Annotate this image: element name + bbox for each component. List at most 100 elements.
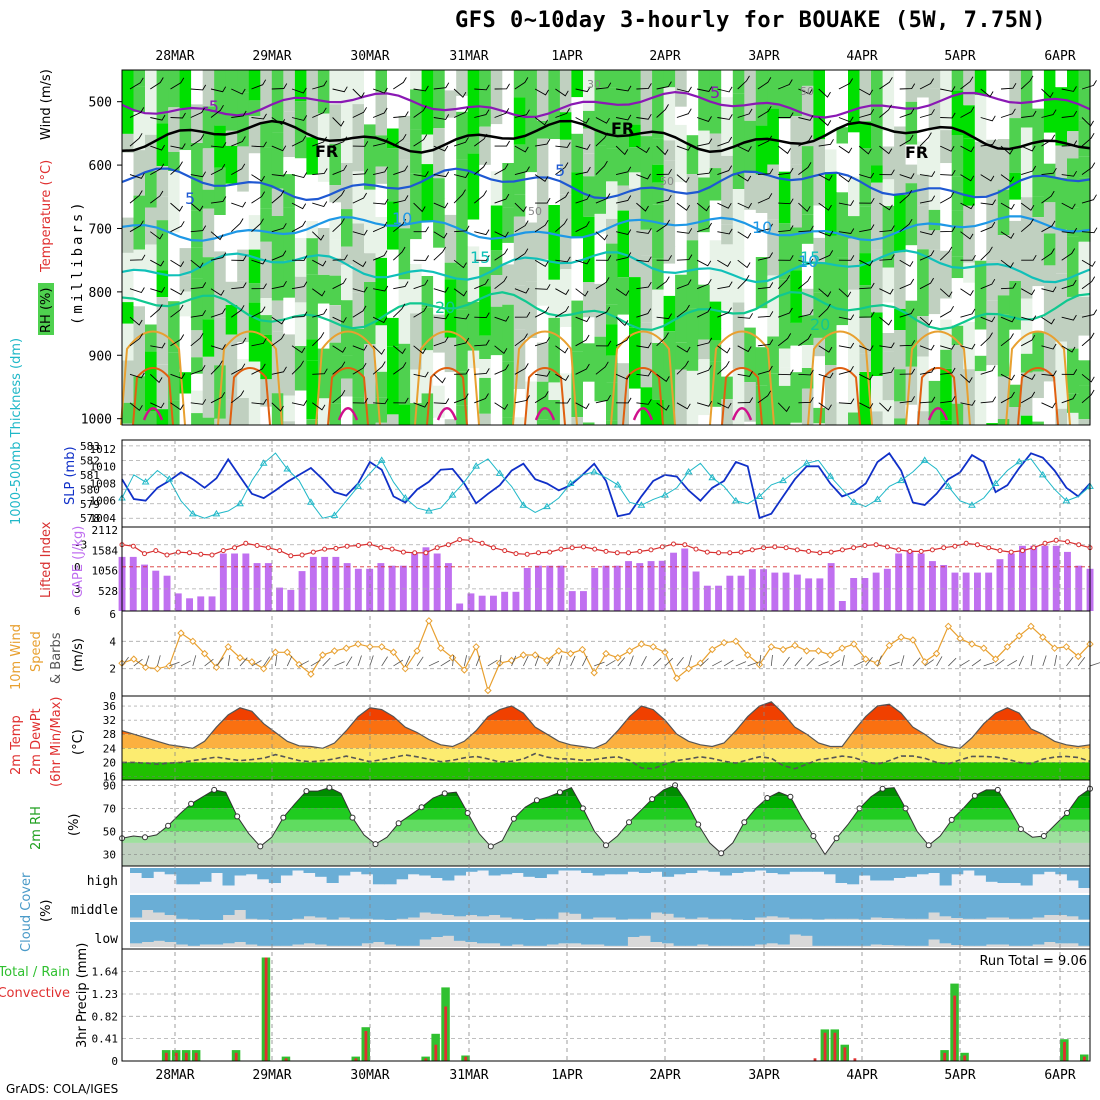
- wind-barb: [251, 660, 262, 667]
- wind-barb: [717, 202, 732, 209]
- rh-shading-cell: [675, 274, 688, 343]
- cloud-cover-cell: [280, 922, 293, 946]
- wind-barb: [757, 193, 773, 204]
- thickness-point: [873, 495, 882, 502]
- cloud-cover-cell: [396, 868, 409, 880]
- rh-shading-cell: [1020, 415, 1033, 425]
- rh-shading-cell: [686, 240, 699, 309]
- rh-shading-cell: [663, 140, 676, 161]
- lifted-index-point: [682, 542, 688, 548]
- lifted-index-point: [1065, 539, 1070, 545]
- cloud-cover-cell: [777, 895, 790, 918]
- contour-label: 50: [800, 85, 814, 98]
- cloud-cover-cell: [708, 922, 721, 946]
- rh-shading-cell: [329, 202, 342, 220]
- wind-barb: [381, 656, 388, 667]
- cape-tick-label: 528: [98, 585, 118, 598]
- wind-barb: [656, 145, 669, 156]
- wind-barb: [757, 282, 774, 290]
- wind-barb: [664, 657, 674, 667]
- wind-barb: [150, 144, 165, 151]
- lifted-index-point: [974, 542, 980, 548]
- rh-shading-cell: [341, 163, 354, 210]
- cloud-cover-cell: [500, 895, 513, 918]
- wind-barb: [899, 259, 914, 267]
- cloud-cover-cell: [199, 868, 212, 882]
- rh-shading-cell: [882, 351, 895, 401]
- rh-shading-cell: [536, 342, 549, 382]
- rh-shading-cell: [629, 388, 642, 425]
- rh-shading-cell: [801, 85, 814, 147]
- cloud-cover-cell: [1066, 922, 1079, 944]
- rh-point: [234, 813, 241, 820]
- rh-point: [188, 800, 195, 807]
- wind-speed-point: [956, 634, 964, 643]
- rh-shading-cell: [951, 210, 964, 257]
- wind-barb: [656, 168, 672, 176]
- thickness-point: [944, 482, 953, 489]
- wind-barb: [312, 308, 328, 318]
- wind-barb: [778, 369, 794, 376]
- rh-tick-label: 70: [103, 802, 116, 815]
- rh-shading-cell: [502, 264, 515, 305]
- wind-barb: [960, 343, 976, 350]
- wind-barb: [717, 307, 732, 318]
- wind-barb: [433, 82, 450, 90]
- wind-speed-point: [543, 656, 551, 665]
- cloud-cover-cell: [708, 868, 721, 872]
- rh-shading-cell: [767, 108, 780, 165]
- wind-barb: [636, 256, 652, 263]
- cape-bar: [737, 575, 745, 611]
- wind-speed-point: [177, 629, 185, 637]
- cloud-cover-cell: [257, 895, 270, 920]
- cloud-cover-cell: [164, 868, 177, 875]
- wind-barb: [149, 373, 163, 384]
- cloud-cover-cell: [349, 868, 362, 872]
- cloud-cover-cell: [361, 868, 374, 875]
- rh-shading-cell: [721, 376, 734, 400]
- cloud-cover-cell: [719, 868, 732, 876]
- wind-speed-point: [802, 647, 811, 655]
- rh-shading-cell: [387, 317, 400, 347]
- wind-barb: [433, 286, 449, 293]
- wind-barb: [291, 115, 308, 121]
- rh-shading-cell: [467, 301, 480, 351]
- wind-barb: [190, 399, 207, 405]
- rh-shading-cell: [778, 279, 791, 349]
- rh-shading-cell: [490, 275, 503, 307]
- wind-tick-label: 4: [109, 635, 116, 648]
- lifted-index-point: [389, 546, 395, 552]
- rh-shading-cell: [755, 347, 768, 386]
- rh-shading-cell: [825, 172, 838, 236]
- rh-shading-cell: [271, 331, 284, 375]
- cloud-cover-cell: [754, 922, 767, 945]
- rh-shading-cell: [583, 317, 596, 344]
- slp-tick-label: 1008: [90, 478, 117, 491]
- wind-barb: [575, 194, 591, 204]
- cape-bar: [1075, 565, 1083, 611]
- frames-and-axes: 28MAR28MAR29MAR29MAR30MAR30MAR31MAR31MAR…: [121, 49, 1091, 1083]
- rh-shading-cell: [894, 195, 907, 253]
- wind-speed-point: [1039, 633, 1047, 641]
- cloud-cover-cell: [951, 895, 964, 918]
- cloud-cover-cell: [731, 868, 744, 873]
- cape-bar: [974, 572, 981, 611]
- wind-speed-point: [141, 663, 150, 672]
- rh-shading-cell: [536, 70, 549, 121]
- rh-shading-cell: [306, 419, 319, 425]
- cloud-cover-cell: [245, 895, 258, 919]
- wind-barb: [393, 397, 409, 404]
- cloud-cover-cell: [268, 868, 281, 883]
- rh-shading-cell: [836, 325, 849, 348]
- temperature-contour: [610, 330, 676, 426]
- wind-barb: [413, 202, 426, 213]
- wind-barb: [271, 333, 285, 347]
- wind-barb: [332, 117, 345, 127]
- wind-speed-point: [791, 641, 799, 650]
- rh-shading-cell: [317, 113, 330, 182]
- rh-shading-cell: [571, 238, 584, 301]
- wind-barb: [1081, 132, 1095, 147]
- wind-barb: [723, 659, 734, 667]
- precip-convective-bar: [953, 995, 957, 1061]
- wind-barb: [960, 400, 976, 406]
